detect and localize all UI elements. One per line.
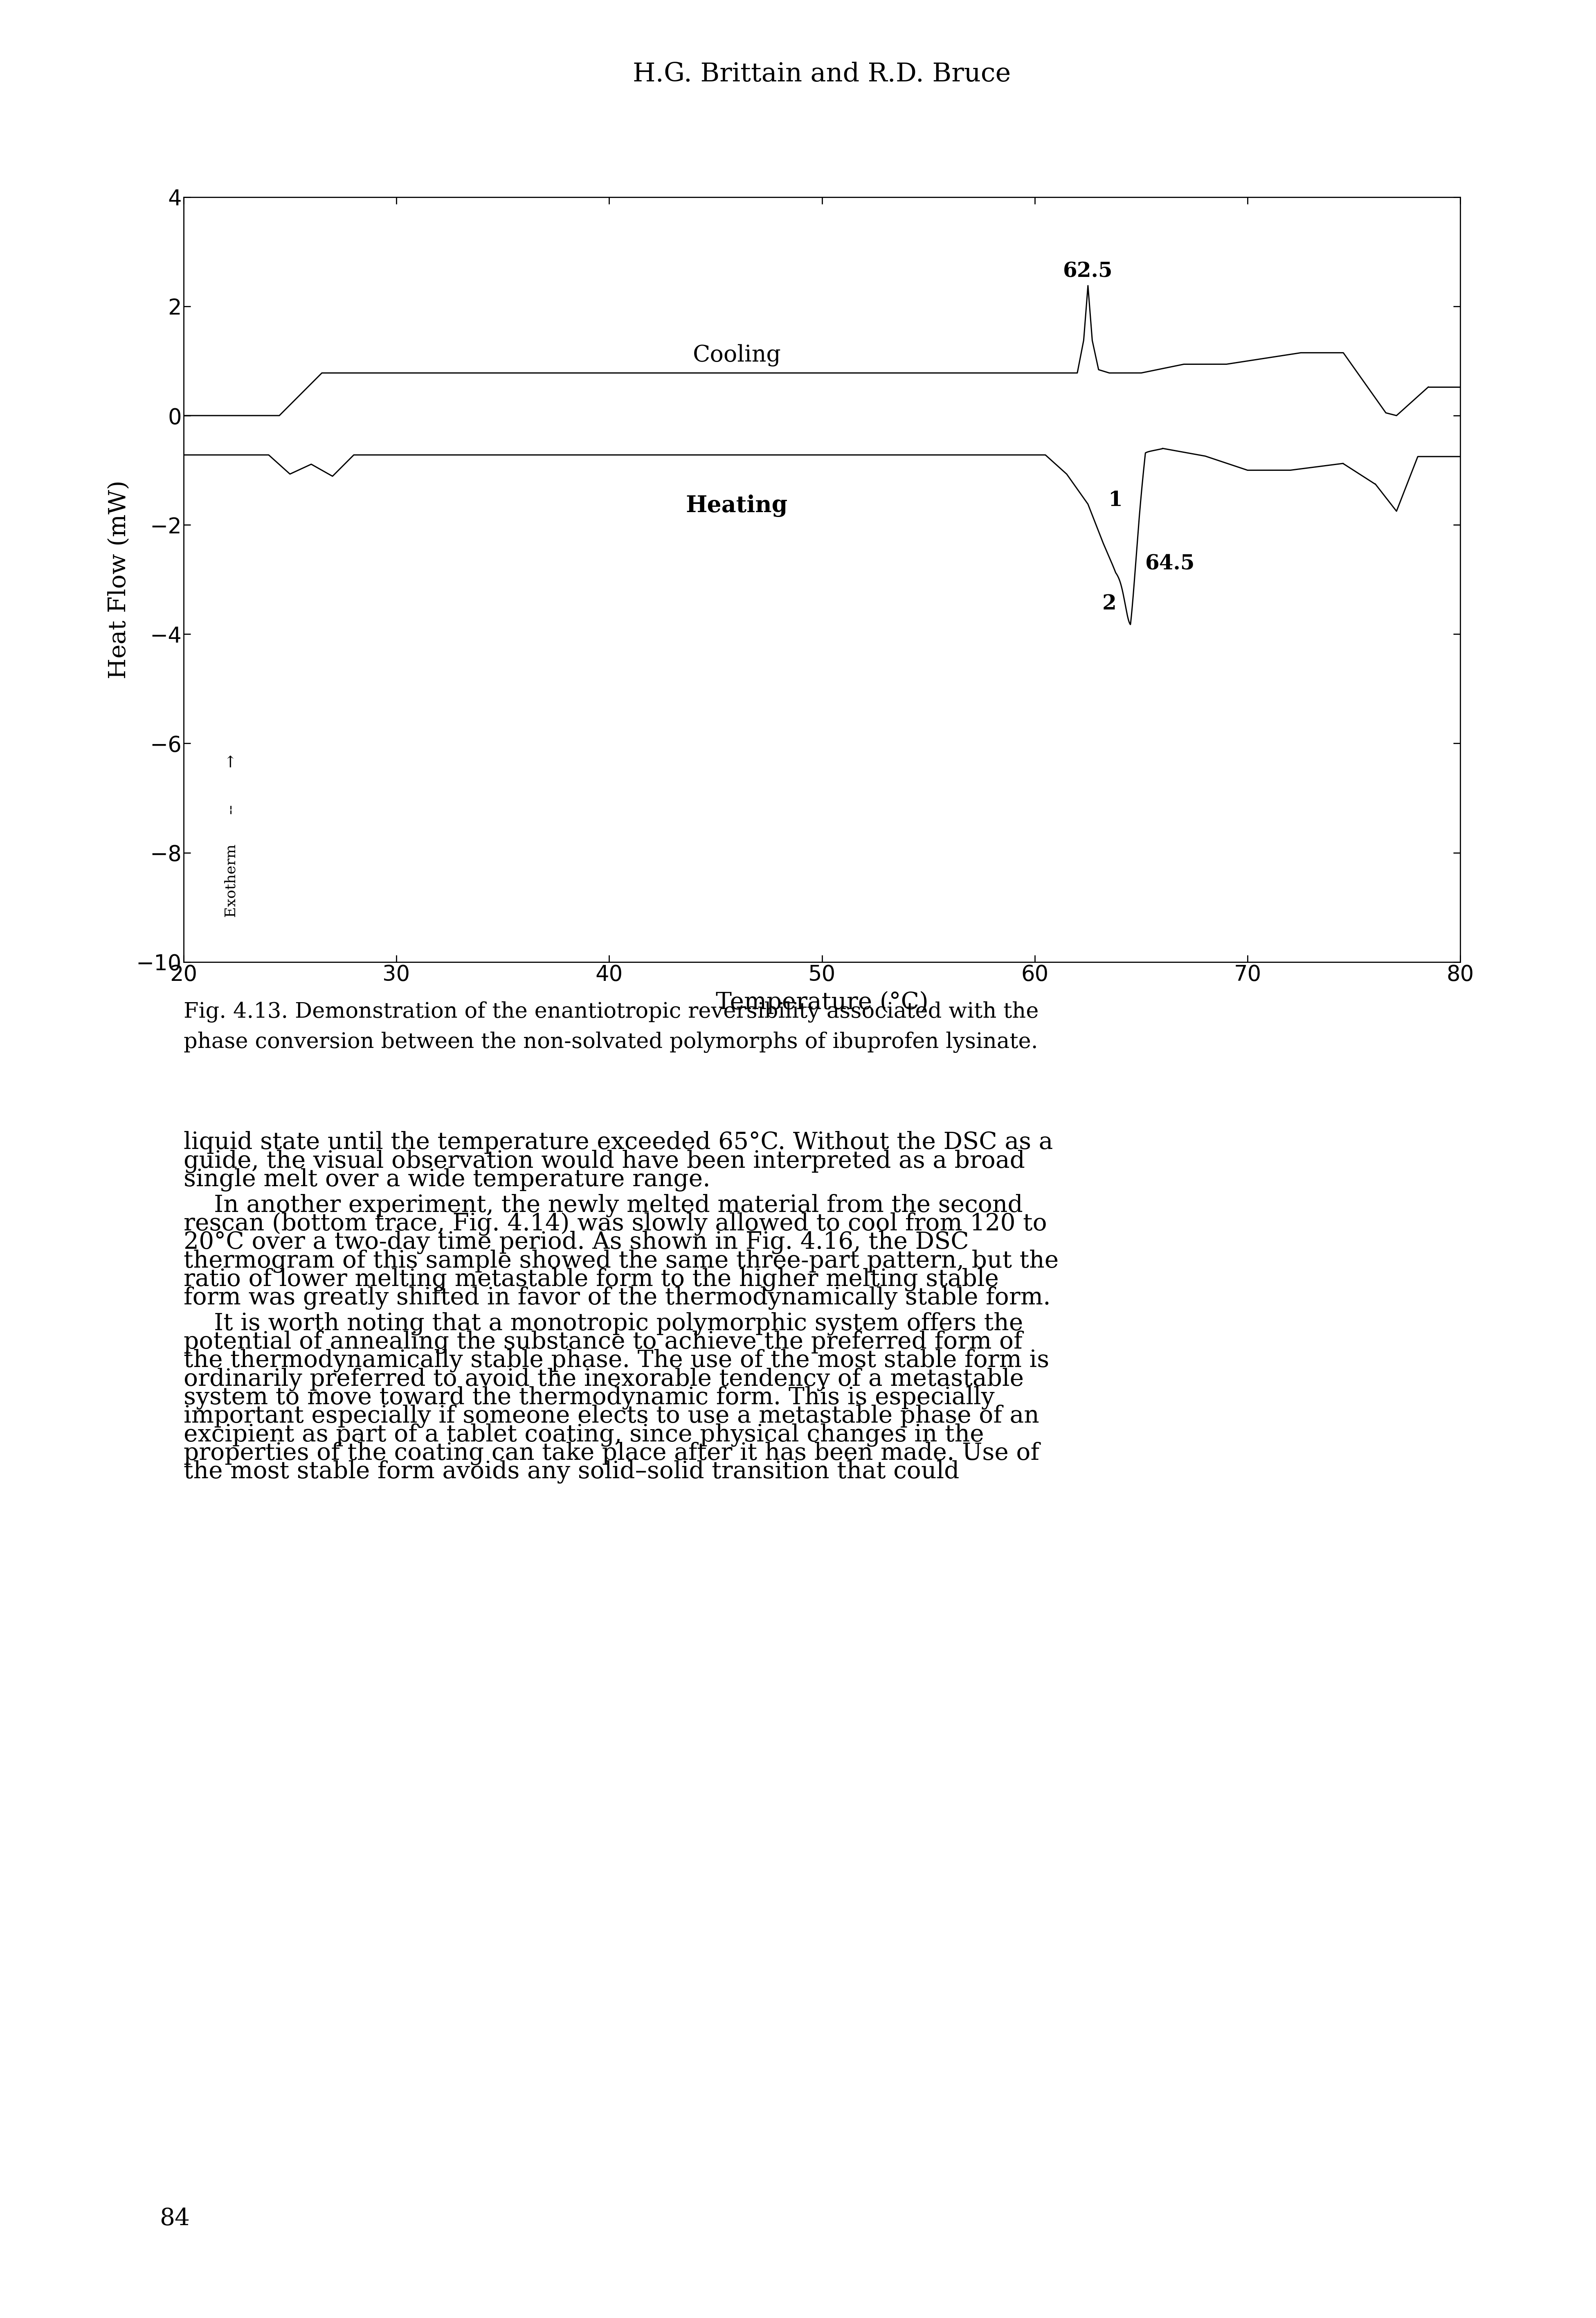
Text: 84: 84 [160, 2207, 190, 2230]
Text: 2: 2 [1103, 593, 1116, 614]
Text: 1: 1 [1109, 489, 1122, 510]
Text: Fig. 4.13. Demonstration of the enantiotropic reversibility associated with the: Fig. 4.13. Demonstration of the enantiot… [184, 1001, 1039, 1022]
X-axis label: Temperature (°C): Temperature (°C) [715, 990, 929, 1013]
Text: 64.5: 64.5 [1146, 554, 1195, 575]
Text: thermogram of this sample showed the same three-part pattern, but the: thermogram of this sample showed the sam… [184, 1249, 1058, 1273]
Text: phase conversion between the non-solvated polymorphs of ibuprofen lysinate.: phase conversion between the non-solvate… [184, 1032, 1037, 1052]
Text: Heating: Heating [686, 494, 788, 517]
Text: 62.5: 62.5 [1063, 262, 1112, 283]
Text: liquid state until the temperature exceeded 65°C. Without the DSC as a: liquid state until the temperature excee… [184, 1131, 1053, 1154]
Text: excipient as part of a tablet coating, since physical changes in the: excipient as part of a tablet coating, s… [184, 1423, 983, 1446]
Text: 20°C over a two-day time period. As shown in Fig. 4.16, the DSC: 20°C over a two-day time period. As show… [184, 1231, 969, 1254]
Text: important especially if someone elects to use a metastable phase of an: important especially if someone elects t… [184, 1405, 1039, 1428]
Text: H.G. Brittain and R.D. Bruce: H.G. Brittain and R.D. Bruce [634, 63, 1010, 86]
Text: the most stable form avoids any solid–solid transition that could: the most stable form avoids any solid–so… [184, 1460, 959, 1484]
Text: single melt over a wide temperature range.: single melt over a wide temperature rang… [184, 1168, 710, 1191]
Text: rescan (bottom trace, Fig. 4.14) was slowly allowed to cool from 120 to: rescan (bottom trace, Fig. 4.14) was slo… [184, 1212, 1047, 1235]
Text: ratio of lower melting metastable form to the higher melting stable: ratio of lower melting metastable form t… [184, 1268, 999, 1291]
Text: form was greatly shifted in favor of the thermodynamically stable form.: form was greatly shifted in favor of the… [184, 1286, 1050, 1310]
Text: It is worth noting that a monotropic polymorphic system offers the: It is worth noting that a monotropic pol… [184, 1312, 1023, 1335]
Text: Cooling: Cooling [693, 345, 780, 366]
Text: Exotherm: Exotherm [223, 844, 238, 916]
Text: ↑: ↑ [223, 756, 238, 770]
Text: potential of annealing the substance to achieve the preferred form of: potential of annealing the substance to … [184, 1331, 1023, 1354]
Text: system to move toward the thermodynamic form. This is especially: system to move toward the thermodynamic … [184, 1386, 994, 1409]
Text: properties of the coating can take place after it has been made. Use of: properties of the coating can take place… [184, 1442, 1039, 1465]
Text: In another experiment, the newly melted material from the second: In another experiment, the newly melted … [184, 1194, 1023, 1217]
Text: the thermodynamically stable phase. The use of the most stable form is: the thermodynamically stable phase. The … [184, 1349, 1049, 1372]
Text: guide, the visual observation would have been interpreted as a broad: guide, the visual observation would have… [184, 1150, 1025, 1173]
Text: --: -- [223, 804, 238, 814]
Y-axis label: Heat Flow (mW): Heat Flow (mW) [107, 480, 131, 679]
Text: ordinarily preferred to avoid the inexorable tendency of a metastable: ordinarily preferred to avoid the inexor… [184, 1368, 1023, 1391]
